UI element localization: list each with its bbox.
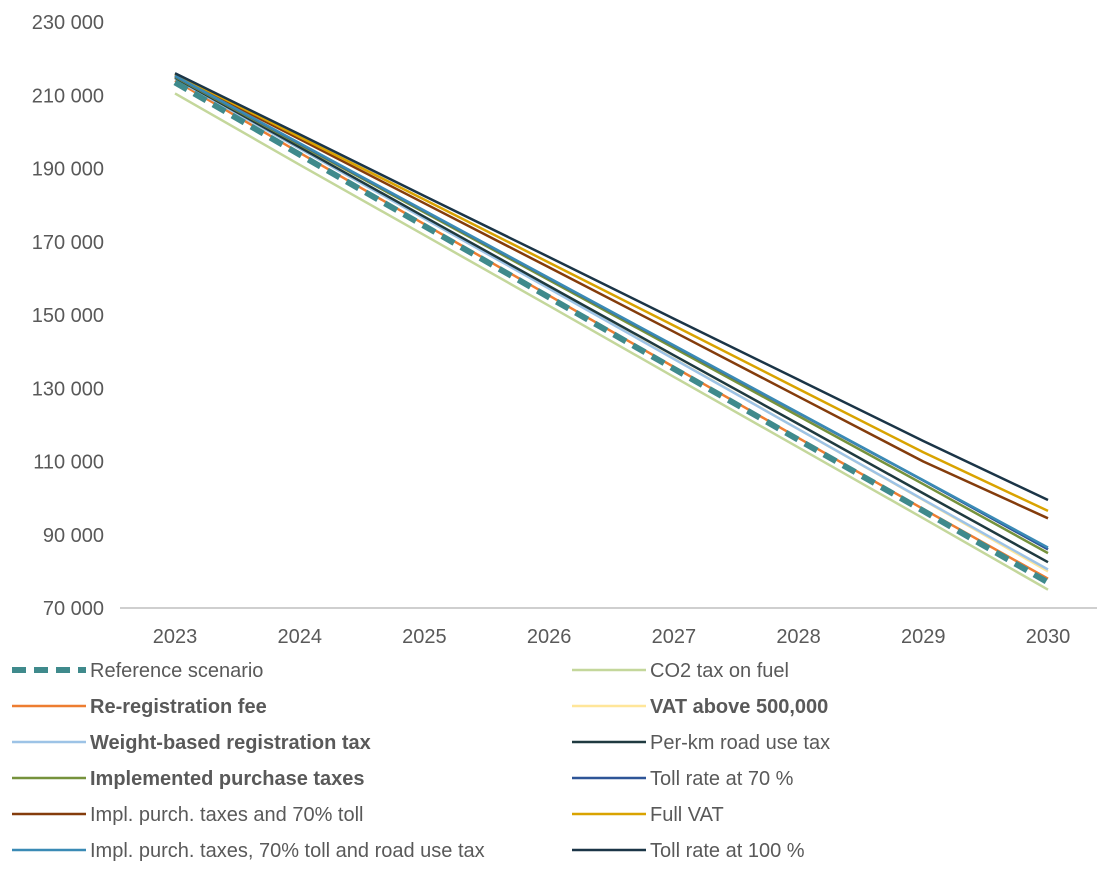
y-tick-label: 150 000: [32, 305, 104, 327]
y-tick-label: 190 000: [32, 159, 104, 181]
legend-label: Re-registration fee: [90, 696, 267, 718]
y-axis-ticks: 70 000 90 000 110 000 130 000 150 000 170 000…: [32, 12, 104, 620]
y-tick-label: 90 000: [43, 525, 104, 547]
legend: Reference scenario CO2 tax on fuel Re-regi…: [12, 660, 830, 862]
series-line: [174, 72, 1049, 513]
legend-label: Impl. purch. taxes, 70% toll and road us…: [90, 840, 485, 862]
y-tick-label: 70 000: [43, 598, 104, 620]
legend-label: CO2 tax on fuel: [650, 660, 789, 682]
series-line: [174, 79, 1049, 580]
x-tick-label: 2027: [652, 626, 697, 648]
x-tick-label: 2030: [1026, 626, 1071, 648]
x-axis-ticks: 2023 2024 2025 2026 2027 2028 2029 2030: [153, 626, 1071, 648]
x-tick-label: 2023: [153, 626, 198, 648]
series-line: [174, 92, 1049, 591]
series-line: [173, 79, 1050, 586]
y-tick-label: 230 000: [32, 12, 104, 34]
series-line: [174, 74, 1049, 549]
legend-label: Toll rate at 100 %: [650, 840, 805, 862]
legend-label: Implemented purchase taxes: [90, 768, 365, 790]
series-line: [174, 76, 1049, 564]
series-lines: [173, 72, 1050, 591]
x-tick-label: 2025: [402, 626, 447, 648]
legend-label: Impl. purch. taxes and 70% toll: [90, 804, 363, 826]
legend-label: Full VAT: [650, 804, 724, 826]
x-tick-label: 2028: [776, 626, 821, 648]
legend-label: Per-km road use tax: [650, 732, 830, 754]
y-tick-label: 170 000: [32, 232, 104, 254]
x-tick-label: 2026: [527, 626, 572, 648]
y-tick-label: 130 000: [32, 378, 104, 400]
x-tick-label: 2024: [277, 626, 322, 648]
legend-label: Weight-based registration tax: [90, 732, 371, 754]
legend-label: Toll rate at 70 %: [650, 768, 794, 790]
series-line: [174, 77, 1049, 571]
series-line: [174, 72, 1049, 502]
series-line: [174, 73, 1049, 520]
y-tick-label: 110 000: [33, 452, 104, 474]
x-tick-label: 2029: [901, 626, 946, 648]
y-tick-label: 210 000: [32, 85, 104, 107]
legend-label: VAT above 500,000: [650, 696, 828, 718]
legend-label: Reference scenario: [90, 660, 263, 682]
